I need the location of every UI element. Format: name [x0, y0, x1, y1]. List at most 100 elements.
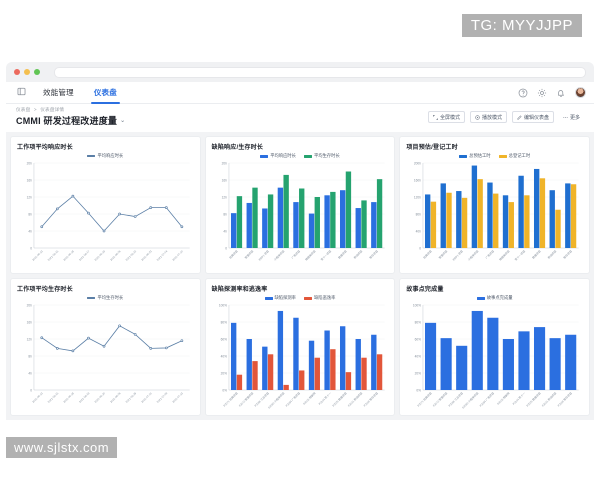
legend-swatch [264, 296, 273, 300]
svg-text:12h: 12h [221, 195, 227, 199]
svg-text:0: 0 [30, 388, 32, 392]
avatar[interactable] [575, 87, 586, 98]
chart-title: 故事点完成量 [406, 287, 444, 293]
svg-text:2021-06-28: 2021-06-28 [125, 391, 138, 404]
svg-text:80%: 80% [220, 320, 227, 324]
svg-text:20%: 20% [220, 371, 227, 375]
svg-text:PJ025 数据项目: PJ025 数据项目 [526, 391, 543, 408]
title-block: 仪表盘 > 仪表盘详情 CMMI 研发过程改进度量 ⌄ [16, 107, 125, 127]
svg-text:2021-06-23: 2021-06-23 [140, 249, 153, 262]
url-bar[interactable] [54, 66, 586, 78]
chart-plot: 0 4h 8h 12h 16h 20h 经典项目 智慧项目 ERP1 项目 小程序项目 广电项目 物联… [212, 160, 389, 270]
svg-text:60%: 60% [415, 337, 422, 341]
svg-text:PJ092 小程序项目: PJ092 小程序项目 [267, 391, 285, 409]
svg-text:双十一项目: 双十一项目 [514, 249, 527, 262]
legend-item[interactable]: 平均生存时长 [303, 153, 340, 159]
chart-card-work-item-avg-survival[interactable]: 工作项平均生存时长 平均生存时长 0 4h 8h 12h 16h 20h 2021-06-1… [10, 278, 201, 416]
legend-item[interactable]: 平均生存时长 [87, 295, 123, 301]
legend-label: 故事点完成量 [486, 295, 513, 300]
pencil-icon [517, 114, 522, 120]
legend-item[interactable]: 缺陷逃逸率 [303, 295, 336, 301]
chart-card-project-estimate-logged-hours[interactable]: 项目预估/登记工时 总预估工时 总登记工时 0 40h 80h 120h 160h 200… [399, 136, 590, 274]
svg-text:数据项目: 数据项目 [337, 249, 348, 260]
svg-text:4h: 4h [223, 229, 227, 233]
svg-text:20%: 20% [415, 371, 422, 375]
svg-text:2021-07-10: 2021-07-10 [171, 249, 184, 262]
edit-dashboard-button[interactable]: 编辑仪表盘 [511, 111, 554, 123]
svg-text:广电项目: 广电项目 [290, 249, 301, 260]
chart-title: 缺陷探测率和逃逸率 [211, 287, 268, 293]
watermark-bottom-left: www.sjlstx.com [6, 437, 118, 458]
svg-text:80%: 80% [415, 320, 422, 324]
breadcrumb: 仪表盘 > 仪表盘详情 [16, 107, 125, 113]
legend-item[interactable]: 平均响应时长 [260, 153, 296, 159]
more-button[interactable]: 更多 [558, 111, 584, 123]
svg-text:2021-06-26: 2021-06-26 [109, 391, 122, 404]
chart-card-work-item-avg-response[interactable]: 工作项平均响应时长 平均响应时长 0 4h 8h 12h 16h 20h 2021-06-1… [10, 136, 201, 274]
gear-icon[interactable] [537, 88, 547, 98]
svg-text:2021-06-17: 2021-06-17 [78, 249, 91, 262]
chart-card-defect-detection-escape-rate[interactable]: 缺陷探测率和逃逸率 缺陷探测率 缺陷逃逸率 0% 20% 40% 60% 80% 100%… [204, 278, 396, 416]
nav-item-dashboard[interactable]: 仪表盘 [89, 82, 122, 104]
chart-card-story-point-completion[interactable]: 故事点完成量 故事点完成量 0% 20% 40% 60% 80% 100% PJ071 经典… [399, 278, 590, 416]
chart-card-defect-response-survival[interactable]: 缺陷响应/生存时长 平均响应时长 平均生存时长 0 4h 8h 12h 16h 20h 经典… [204, 136, 396, 274]
chart-title: 缺陷响应/生存时长 [211, 145, 264, 151]
svg-text:智存项目: 智存项目 [368, 249, 379, 260]
svg-text:40h: 40h [416, 229, 422, 233]
svg-text:PJ106 物联网: PJ106 物联网 [302, 391, 317, 406]
menu-collapse-icon[interactable] [14, 87, 28, 98]
svg-text:2021-06-19: 2021-06-19 [78, 391, 91, 404]
legend-item[interactable]: 总预估工时 [459, 153, 491, 159]
svg-text:广电项目: 广电项目 [485, 249, 496, 260]
legend-item[interactable]: 缺陷探测率 [264, 295, 296, 301]
breadcrumb-item-root[interactable]: 仪表盘 [16, 107, 31, 112]
bell-icon[interactable] [556, 88, 566, 98]
maximize-window-dot[interactable] [34, 69, 40, 75]
button-label: 全屏模式 [439, 114, 460, 121]
legend-label: 平均生存时长 [313, 153, 340, 158]
play-mode-button[interactable]: 播放模式 [469, 111, 507, 123]
button-label: 编辑仪表盘 [523, 114, 549, 121]
legend-swatch [87, 297, 96, 299]
legend-item[interactable]: 平均响应时长 [87, 153, 123, 159]
legend-label: 缺陷逃逸率 [313, 295, 336, 300]
svg-text:2021-06-26: 2021-06-26 [109, 249, 122, 262]
page-title-text: CMMI 研发过程改进度量 [16, 116, 118, 126]
chart-plot: 0 4h 8h 12h 16h 20h 2021-06-13 2021-06-15 2021-0… [17, 160, 194, 270]
svg-text:160h: 160h [414, 178, 421, 182]
svg-text:8h: 8h [223, 212, 227, 216]
svg-text:数据项目: 数据项目 [532, 249, 543, 260]
legend-label: 总登记工时 [508, 153, 531, 158]
svg-text:PJ021 移动项目: PJ021 移动项目 [347, 391, 364, 408]
close-window-dot[interactable] [14, 69, 20, 75]
legend-item[interactable]: 总登记工时 [498, 153, 531, 159]
chart-plot: 0 4h 8h 12h 16h 20h 2021-06-13 2021-06-15 2021-0… [17, 302, 194, 412]
browser-chrome [6, 62, 594, 82]
legend-item[interactable]: 故事点完成量 [476, 295, 513, 301]
chart-legend: 缺陷探测率 缺陷逃逸率 [212, 294, 389, 302]
help-icon[interactable] [518, 88, 528, 98]
svg-text:PJ086 工业项目: PJ086 工业项目 [448, 391, 465, 408]
play-icon [475, 114, 480, 120]
svg-text:PJ104 双十一: PJ104 双十一 [512, 391, 527, 406]
svg-text:12h: 12h [27, 195, 33, 199]
svg-text:小程序项目: 小程序项目 [467, 249, 480, 262]
nav-item-performance[interactable]: 效能管理 [38, 82, 79, 104]
svg-text:16h: 16h [27, 178, 33, 182]
minimize-window-dot[interactable] [24, 69, 30, 75]
svg-text:12h: 12h [27, 337, 33, 341]
fullscreen-mode-button[interactable]: 全屏模式 [427, 111, 465, 123]
svg-text:PJ106 物联网: PJ106 物联网 [496, 391, 511, 406]
fullscreen-icon [433, 114, 438, 120]
svg-text:双十一项目: 双十一项目 [319, 249, 332, 262]
svg-text:2021-06-18: 2021-06-18 [62, 249, 75, 262]
svg-text:2021-07-01: 2021-07-01 [140, 391, 153, 404]
chart-title: 项目预估/登记工时 [406, 145, 458, 151]
svg-text:120h: 120h [414, 195, 421, 199]
svg-text:移动项目: 移动项目 [547, 249, 558, 260]
svg-text:经典项目: 经典项目 [228, 249, 239, 260]
nav-right-tools [518, 87, 586, 98]
chevron-down-icon[interactable]: ⌄ [120, 118, 126, 124]
watermark-top-right: TG: MYYJJPP [461, 14, 582, 37]
nav-item-label: 仪表盘 [93, 87, 117, 97]
